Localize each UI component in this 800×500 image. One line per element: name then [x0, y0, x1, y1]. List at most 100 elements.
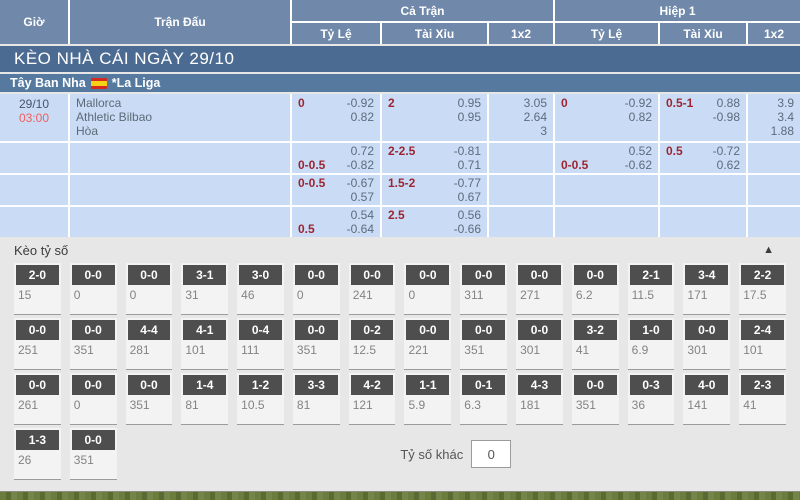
- score-bet-cell[interactable]: 0-3 36: [627, 373, 675, 425]
- score-odd-value: 41: [575, 343, 590, 357]
- score-bet-cell[interactable]: 0-0 351: [292, 318, 340, 370]
- odds-line: 2.5 0.56: [388, 208, 481, 222]
- full-1x2-cell[interactable]: 3.05 2.64 3: [489, 94, 553, 141]
- score-bet-cell[interactable]: 0-0 351: [69, 428, 117, 480]
- col-header-half-overunder: Tài Xỉu: [660, 23, 746, 44]
- odds-table-header: Giờ Trận Đấu Cả Trận Hiệp 1 Tỷ Lệ Tài Xỉ…: [0, 0, 800, 44]
- handicap-value: [298, 144, 301, 158]
- score-chip: 0-0: [16, 375, 59, 395]
- full-overunder-cell[interactable]: 2-2.5 -0.81 0.71: [382, 143, 487, 173]
- score-bet-cell[interactable]: 1-4 81: [181, 373, 229, 425]
- score-bet-cell[interactable]: 0-0 351: [460, 318, 508, 370]
- score-chip: 1-2: [239, 375, 282, 395]
- score-bet-cell[interactable]: 2-3 41: [739, 373, 786, 425]
- score-chip: 0-3: [629, 375, 673, 395]
- half-1x2-cell[interactable]: 3.9 3.4 1.88: [748, 94, 800, 141]
- odds-line: 0.82: [298, 110, 374, 124]
- score-odd-value: 241: [352, 288, 373, 302]
- full-handicap-cell[interactable]: 0.72 0-0.5 -0.82: [292, 143, 380, 173]
- odds-line: -0.98: [666, 110, 740, 124]
- score-bet-cell[interactable]: 4-4 281: [125, 318, 173, 370]
- handicap-value: 2-2.5: [388, 144, 416, 158]
- score-odd-value: 6.3: [464, 398, 481, 412]
- score-bet-cell[interactable]: 0-0 0: [292, 263, 340, 315]
- score-bet-cell[interactable]: 0-0 6.2: [571, 263, 619, 315]
- handicap-value: [298, 208, 301, 222]
- score-bet-cell[interactable]: 0-0 301: [516, 318, 563, 370]
- half-overunder-cell[interactable]: 0.5-1 0.88 -0.98: [660, 94, 746, 141]
- score-bet-cell[interactable]: 2-1 11.5: [627, 263, 675, 315]
- score-bet-cell[interactable]: 0-0 0: [404, 263, 452, 315]
- score-odd-value: 26: [18, 453, 32, 467]
- score-bet-cell[interactable]: 2-4 101: [739, 318, 786, 370]
- score-bet-cell[interactable]: 0-0 0: [125, 263, 173, 315]
- score-bet-cell[interactable]: 0-2 12.5: [348, 318, 396, 370]
- page-title: KÈO NHÀ CÁI NGÀY 29/10: [0, 46, 800, 72]
- score-bet-cell[interactable]: 0-4 111: [237, 318, 284, 370]
- score-bet-cell[interactable]: 0-1 6.3: [460, 373, 508, 425]
- full-handicap-cell[interactable]: 0-0.5 -0.67 0.57: [292, 175, 380, 205]
- score-bet-cell[interactable]: 0-0 0: [69, 263, 117, 315]
- score-bet-cell[interactable]: 3-4 171: [683, 263, 731, 315]
- col-header-half-1x2: 1x2: [748, 23, 800, 44]
- score-bet-cell[interactable]: 1-2 10.5: [237, 373, 284, 425]
- odds-line: 0.52: [561, 144, 652, 158]
- full-overunder-cell[interactable]: 2 0.95 0.95: [382, 94, 487, 141]
- score-bet-cell[interactable]: 0-0 251: [14, 318, 61, 370]
- score-bet-cell[interactable]: 4-0 141: [683, 373, 731, 425]
- score-bet-cell[interactable]: 0-0 241: [348, 263, 396, 315]
- score-odd-value: 0: [73, 398, 81, 412]
- score-bet-cell[interactable]: 1-1 5.9: [404, 373, 452, 425]
- full-handicap-cell[interactable]: 0 -0.92 0.82: [292, 94, 380, 141]
- col-header-full-overunder: Tài Xỉu: [382, 23, 487, 44]
- score-odd-value: 171: [687, 288, 708, 302]
- handicap-value: 2: [388, 96, 395, 110]
- handicap-value: [388, 190, 391, 204]
- match-teams-cell[interactable]: Mallorca Athletic Bilbao Hòa: [70, 94, 290, 141]
- score-bet-cell[interactable]: 0-0 301: [683, 318, 731, 370]
- full-overunder-cell[interactable]: 1.5-2 -0.77 0.67: [382, 175, 487, 205]
- grass-footer-bar: [0, 491, 800, 500]
- score-chip: 0-0: [127, 265, 171, 285]
- other-score-input[interactable]: [471, 440, 512, 468]
- collapse-arrow-icon[interactable]: ▲: [763, 244, 774, 256]
- score-bet-cell[interactable]: 0-0 351: [125, 373, 173, 425]
- score-odd-value: 81: [185, 398, 199, 412]
- score-odd-value: 36: [631, 398, 645, 412]
- score-bet-cell[interactable]: 0-0 311: [460, 263, 508, 315]
- match-teams-cell: [70, 175, 290, 205]
- score-bet-cell[interactable]: 3-3 81: [292, 373, 340, 425]
- score-bet-cell[interactable]: 3-1 31: [181, 263, 229, 315]
- score-odd-value: 101: [743, 343, 764, 357]
- odds-value: -0.67: [346, 176, 374, 190]
- score-bet-cell[interactable]: 1-0 6.9: [627, 318, 675, 370]
- score-bet-cell[interactable]: 0-0 261: [14, 373, 61, 425]
- half-handicap-cell[interactable]: 0.52 0-0.5 -0.62: [555, 143, 658, 173]
- score-bet-cell[interactable]: 3-2 41: [571, 318, 619, 370]
- score-bet-cell[interactable]: 4-2 121: [348, 373, 396, 425]
- odds-line: 1.5-2 -0.77: [388, 176, 481, 190]
- score-bet-cell[interactable]: 0-0 221: [404, 318, 452, 370]
- score-bet-cell[interactable]: 4-1 101: [181, 318, 229, 370]
- half-overunder-cell[interactable]: 0.5 -0.72 0.62: [660, 143, 746, 173]
- score-bet-cell[interactable]: 2-0 15: [14, 263, 61, 315]
- score-odd-value: 351: [296, 343, 317, 357]
- score-bet-cell[interactable]: 1-3 26: [14, 428, 61, 480]
- score-bet-cell[interactable]: 3-0 46: [237, 263, 284, 315]
- score-bet-cell[interactable]: 0-0 0: [69, 373, 117, 425]
- score-bet-cell[interactable]: 2-2 17.5: [739, 263, 786, 315]
- score-bet-cell[interactable]: 0-0 351: [69, 318, 117, 370]
- score-bet-cell[interactable]: 4-3 181: [516, 373, 563, 425]
- score-bet-cell[interactable]: 0-0 271: [516, 263, 563, 315]
- score-bet-cell[interactable]: 0-0 351: [571, 373, 619, 425]
- full-handicap-cell[interactable]: 0.54 0.5 -0.64: [292, 207, 380, 237]
- score-odd-value: 31: [185, 288, 199, 302]
- score-odd-value: 6.2: [575, 288, 593, 302]
- league-bar[interactable]: Tây Ban Nha *La Liga: [0, 74, 800, 92]
- full-overunder-cell[interactable]: 2.5 0.56 -0.66: [382, 207, 487, 237]
- half-handicap-cell[interactable]: 0 -0.92 0.82: [555, 94, 658, 141]
- score-chip: 0-0: [462, 320, 506, 340]
- handicap-value: 0-0.5: [298, 176, 326, 190]
- half-1x2-cell: [748, 207, 800, 237]
